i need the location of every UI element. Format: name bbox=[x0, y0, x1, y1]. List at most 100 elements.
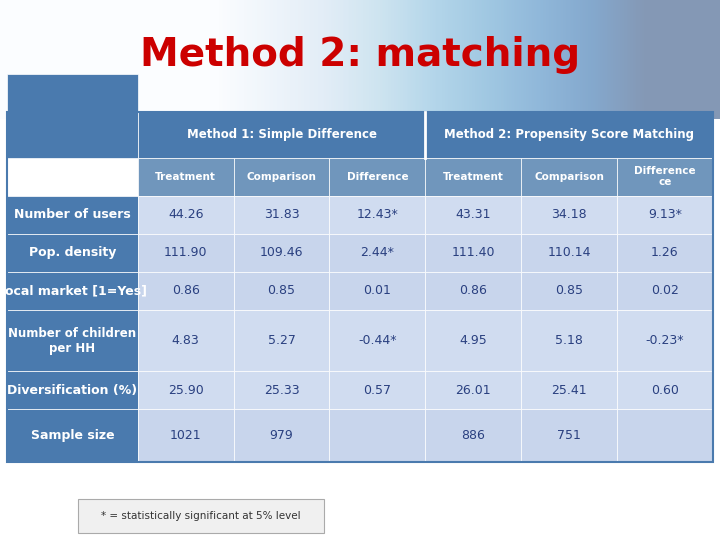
FancyBboxPatch shape bbox=[426, 310, 521, 371]
FancyBboxPatch shape bbox=[617, 272, 713, 310]
Text: Treatment: Treatment bbox=[443, 172, 503, 181]
Text: Sample size: Sample size bbox=[31, 429, 114, 442]
FancyBboxPatch shape bbox=[233, 371, 330, 409]
FancyBboxPatch shape bbox=[521, 409, 617, 462]
Text: 0.85: 0.85 bbox=[555, 285, 583, 298]
FancyBboxPatch shape bbox=[233, 195, 330, 234]
FancyBboxPatch shape bbox=[138, 272, 233, 310]
FancyBboxPatch shape bbox=[330, 310, 426, 371]
Text: Method 1: Simple Difference: Method 1: Simple Difference bbox=[186, 128, 377, 141]
Text: 0.02: 0.02 bbox=[651, 285, 679, 298]
FancyBboxPatch shape bbox=[138, 195, 233, 234]
Text: 4.83: 4.83 bbox=[172, 334, 199, 347]
Text: 1021: 1021 bbox=[170, 429, 202, 442]
FancyBboxPatch shape bbox=[7, 371, 138, 409]
FancyBboxPatch shape bbox=[138, 409, 233, 462]
Text: 2.44*: 2.44* bbox=[361, 246, 395, 259]
FancyBboxPatch shape bbox=[521, 371, 617, 409]
Text: 0.01: 0.01 bbox=[364, 285, 391, 298]
Text: Local market [1=Yes]: Local market [1=Yes] bbox=[0, 285, 148, 298]
FancyBboxPatch shape bbox=[233, 272, 330, 310]
FancyBboxPatch shape bbox=[330, 234, 426, 272]
FancyBboxPatch shape bbox=[233, 409, 330, 462]
Text: 12.43*: 12.43* bbox=[356, 208, 398, 221]
FancyBboxPatch shape bbox=[617, 234, 713, 272]
Text: Comparison: Comparison bbox=[246, 172, 316, 181]
FancyBboxPatch shape bbox=[521, 272, 617, 310]
FancyBboxPatch shape bbox=[330, 272, 426, 310]
Text: 34.18: 34.18 bbox=[552, 208, 587, 221]
FancyBboxPatch shape bbox=[617, 371, 713, 409]
Text: 4.95: 4.95 bbox=[459, 334, 487, 347]
FancyBboxPatch shape bbox=[138, 112, 426, 158]
Text: Treatment: Treatment bbox=[156, 172, 216, 181]
Text: 979: 979 bbox=[269, 429, 293, 442]
Text: 25.33: 25.33 bbox=[264, 383, 300, 396]
FancyBboxPatch shape bbox=[617, 158, 713, 195]
FancyBboxPatch shape bbox=[330, 158, 426, 195]
FancyBboxPatch shape bbox=[426, 234, 521, 272]
Text: -0.23*: -0.23* bbox=[646, 334, 684, 347]
FancyBboxPatch shape bbox=[521, 158, 617, 195]
FancyBboxPatch shape bbox=[426, 272, 521, 310]
FancyBboxPatch shape bbox=[7, 310, 138, 371]
FancyBboxPatch shape bbox=[138, 371, 233, 409]
Text: Diversification (%): Diversification (%) bbox=[7, 383, 138, 396]
FancyBboxPatch shape bbox=[330, 195, 426, 234]
FancyBboxPatch shape bbox=[138, 310, 233, 371]
Text: 25.41: 25.41 bbox=[552, 383, 587, 396]
Text: 31.83: 31.83 bbox=[264, 208, 300, 221]
FancyBboxPatch shape bbox=[7, 409, 138, 462]
FancyBboxPatch shape bbox=[7, 234, 138, 272]
Text: 0.60: 0.60 bbox=[651, 383, 679, 396]
Text: Difference: Difference bbox=[346, 172, 408, 181]
Text: 25.90: 25.90 bbox=[168, 383, 204, 396]
Text: 111.40: 111.40 bbox=[451, 246, 495, 259]
Text: 5.27: 5.27 bbox=[268, 334, 295, 347]
FancyBboxPatch shape bbox=[7, 195, 138, 234]
FancyBboxPatch shape bbox=[330, 409, 426, 462]
FancyBboxPatch shape bbox=[521, 310, 617, 371]
Text: 5.18: 5.18 bbox=[555, 334, 583, 347]
Text: 111.90: 111.90 bbox=[164, 246, 207, 259]
Text: Method 2: matching: Method 2: matching bbox=[140, 36, 580, 73]
FancyBboxPatch shape bbox=[138, 158, 233, 195]
FancyBboxPatch shape bbox=[426, 112, 713, 158]
Text: Number of users: Number of users bbox=[14, 208, 131, 221]
Text: 0.85: 0.85 bbox=[268, 285, 295, 298]
Text: 751: 751 bbox=[557, 429, 581, 442]
Text: 44.26: 44.26 bbox=[168, 208, 204, 221]
FancyBboxPatch shape bbox=[426, 409, 521, 462]
Text: 1.26: 1.26 bbox=[651, 246, 679, 259]
FancyBboxPatch shape bbox=[138, 234, 233, 272]
FancyBboxPatch shape bbox=[330, 371, 426, 409]
Text: 109.46: 109.46 bbox=[260, 246, 303, 259]
FancyBboxPatch shape bbox=[7, 74, 138, 158]
FancyBboxPatch shape bbox=[521, 234, 617, 272]
Text: 110.14: 110.14 bbox=[547, 246, 591, 259]
Text: 43.31: 43.31 bbox=[456, 208, 491, 221]
Text: 9.13*: 9.13* bbox=[648, 208, 682, 221]
FancyBboxPatch shape bbox=[233, 310, 330, 371]
Text: 0.57: 0.57 bbox=[364, 383, 392, 396]
FancyBboxPatch shape bbox=[617, 310, 713, 371]
Text: Difference
ce: Difference ce bbox=[634, 166, 696, 187]
FancyBboxPatch shape bbox=[426, 371, 521, 409]
Text: 886: 886 bbox=[462, 429, 485, 442]
Text: Number of children
per HH: Number of children per HH bbox=[9, 327, 137, 354]
FancyBboxPatch shape bbox=[78, 499, 324, 532]
Text: 0.86: 0.86 bbox=[459, 285, 487, 298]
Text: 0.86: 0.86 bbox=[172, 285, 199, 298]
Text: * = statistically significant at 5% level: * = statistically significant at 5% leve… bbox=[102, 511, 301, 521]
Text: Method 2: Propensity Score Matching: Method 2: Propensity Score Matching bbox=[444, 128, 694, 141]
Text: 26.01: 26.01 bbox=[455, 383, 491, 396]
Text: -0.44*: -0.44* bbox=[358, 334, 397, 347]
Text: Pop. density: Pop. density bbox=[29, 246, 116, 259]
Text: Comparison: Comparison bbox=[534, 172, 604, 181]
FancyBboxPatch shape bbox=[233, 234, 330, 272]
FancyBboxPatch shape bbox=[521, 195, 617, 234]
FancyBboxPatch shape bbox=[7, 272, 138, 310]
FancyBboxPatch shape bbox=[233, 158, 330, 195]
FancyBboxPatch shape bbox=[617, 195, 713, 234]
FancyBboxPatch shape bbox=[617, 409, 713, 462]
